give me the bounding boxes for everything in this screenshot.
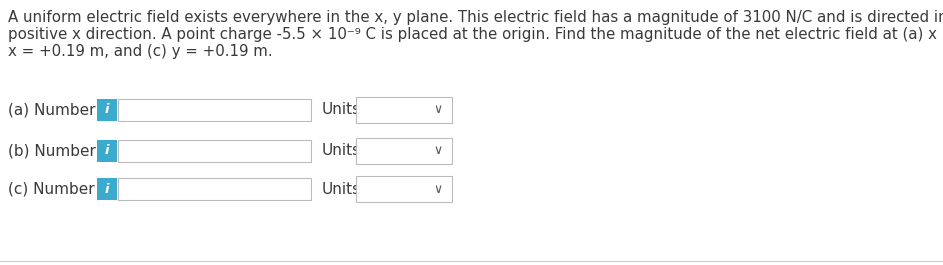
FancyBboxPatch shape [356,97,452,123]
FancyBboxPatch shape [356,176,452,202]
Text: (a) Number: (a) Number [8,103,95,117]
Text: A uniform electric field exists everywhere in the x, y plane. This electric fiel: A uniform electric field exists everywhe… [8,10,943,25]
Text: ∨: ∨ [434,103,442,117]
FancyBboxPatch shape [97,178,117,201]
Text: (c) Number: (c) Number [8,182,94,197]
FancyBboxPatch shape [356,138,452,164]
Text: i: i [105,183,109,196]
FancyBboxPatch shape [118,178,311,201]
Text: x = +0.19 m, and (c) y = +0.19 m.: x = +0.19 m, and (c) y = +0.19 m. [8,44,273,59]
Text: (b) Number: (b) Number [8,143,96,158]
Text: Units: Units [322,143,361,158]
FancyBboxPatch shape [97,99,117,121]
Text: ∨: ∨ [434,144,442,157]
Text: ∨: ∨ [434,183,442,196]
Text: i: i [105,144,109,157]
Text: Units: Units [322,103,361,117]
Text: Units: Units [322,182,361,197]
FancyBboxPatch shape [118,139,311,162]
FancyBboxPatch shape [118,99,311,121]
Text: positive x direction. A point charge -5.5 × 10⁻⁹ C is placed at the origin. Find: positive x direction. A point charge -5.… [8,27,943,42]
FancyBboxPatch shape [97,139,117,162]
Text: i: i [105,103,109,117]
